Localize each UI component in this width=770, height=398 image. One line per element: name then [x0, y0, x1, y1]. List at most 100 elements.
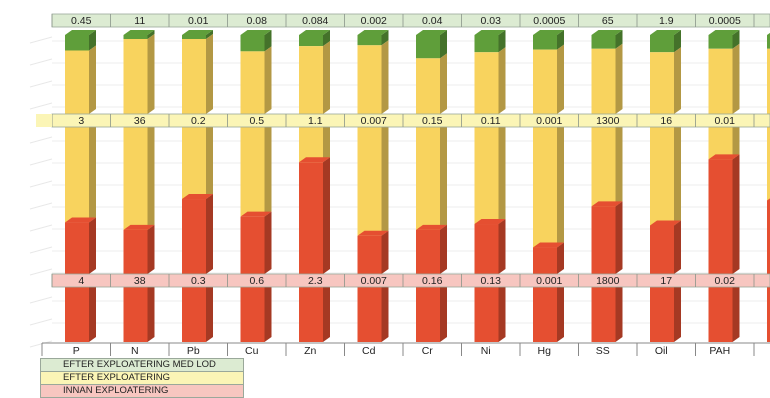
bar-oil-red: [650, 225, 674, 274]
bar-cd-green: [357, 35, 382, 46]
bar-cr-green-side: [440, 30, 447, 59]
gridline-depth: [29, 80, 53, 88]
bar-hg-red-top: [533, 242, 564, 248]
table-cell-value: 0.45: [71, 15, 92, 27]
bar-ni-green-side: [498, 30, 506, 53]
table-cell-value: 0.16: [422, 275, 443, 287]
bar-cu-red-lower-side: [264, 282, 272, 342]
bar-hg-yellow-side: [557, 122, 564, 248]
bar-pb-red-lower: [182, 287, 206, 342]
bar-ss-red-top: [591, 201, 623, 207]
bar-n-green-top: [123, 30, 155, 35]
bar-cr-red-lower: [416, 287, 440, 342]
table-cell-value: 0.007: [361, 275, 387, 287]
bar-pb-green-top: [182, 30, 213, 35]
bar-cd-red-side: [381, 230, 389, 274]
bar-oil-green-top: [650, 30, 681, 35]
bar-cr-green: [416, 35, 440, 59]
table-cell-value: 1800: [596, 275, 620, 287]
bar-cu-yellow: [240, 127, 265, 217]
bar-n-yellow-side: [147, 122, 155, 230]
bar-ss-green-top: [591, 30, 623, 35]
bar-p-red-top: [65, 217, 96, 223]
bar-pb-green: [182, 35, 206, 39]
bar-n-green: [123, 35, 148, 39]
bar-ba-red-top: [767, 198, 770, 201]
bar-ss-yellow-side: [615, 122, 623, 207]
bar-zn-yellow: [299, 127, 323, 163]
bar-ni-green-top: [474, 30, 506, 35]
bar-pah-red-lower-side: [732, 282, 740, 342]
bar-cu-yellow-upper: [240, 51, 265, 114]
bar-p-yellow-upper: [65, 50, 89, 114]
bar-cr-yellow: [416, 127, 440, 230]
bar-oil-red-top: [650, 220, 681, 226]
table-cell-value: 11: [134, 15, 145, 27]
table-cell-value: 1300: [596, 115, 620, 127]
table-cell-value: 0.13: [481, 275, 502, 287]
bar-ba-yellow: [767, 127, 770, 201]
bar-n-yellow: [123, 127, 148, 230]
bar-zn-red-lower-side: [323, 282, 330, 342]
bar-ni-yellow-upper-side: [498, 47, 506, 115]
bar-pah-yellow-upper-side: [732, 43, 740, 114]
bar-ba-green-top: [767, 32, 770, 35]
bar-n-green-side: [147, 30, 155, 39]
gridline-depth: [29, 202, 53, 210]
gridline-depth: [29, 158, 53, 166]
bar-pah-green: [708, 35, 733, 49]
table-cell-value: 1.9: [659, 15, 674, 27]
bar-ni-red: [474, 224, 499, 274]
table-cell-value: 0.6: [249, 275, 264, 287]
x-tick-label: Cd: [362, 345, 376, 357]
legend: EFTER EXPLOATERING MED LOD EFTER EXPLOAT…: [40, 358, 244, 398]
bar-pb-red: [182, 199, 206, 274]
bar-pb-green-side: [206, 30, 213, 39]
bar-cd-green-side: [381, 30, 389, 46]
bar-cu-yellow-side: [264, 122, 272, 217]
bar-pb-yellow-side: [206, 122, 213, 200]
bar-oil-yellow-upper: [650, 52, 674, 114]
bar-p-green-side: [89, 30, 96, 51]
table-cell-value: 1.1: [308, 115, 323, 127]
gridline-depth: [29, 136, 53, 144]
bar-zn-yellow-side: [323, 122, 330, 163]
bar-hg-yellow-upper-side: [557, 44, 564, 115]
bar-oil-green-side: [674, 30, 681, 53]
gridline-depth: [29, 246, 53, 254]
bar-p-red-lower: [65, 287, 89, 342]
table-cell-value: 0.15: [422, 115, 443, 127]
bar-ss-red-side: [615, 201, 623, 274]
bar-cu-green: [240, 35, 265, 52]
bar-ss-red-lower-side: [615, 282, 623, 342]
bar-cr-yellow-side: [440, 122, 447, 230]
bar-cr-red-side: [440, 224, 447, 274]
bar-cu-green-top: [240, 30, 272, 35]
table-cell-value: 0.11: [481, 115, 501, 127]
bar-hg-green: [533, 35, 557, 50]
bar-cu-green-side: [264, 30, 272, 52]
bar-ba-yellow-upper: [767, 48, 770, 114]
bar-oil-red-lower-side: [674, 282, 681, 342]
bar-n-red-lower-side: [147, 282, 155, 342]
bar-zn-yellow-upper-side: [323, 41, 330, 114]
bar-pb-yellow-upper-side: [206, 34, 213, 114]
table-cell-value: 38: [134, 275, 146, 287]
bar-ss-red: [591, 206, 616, 274]
bar-ni-red-lower-side: [498, 282, 506, 342]
bar-hg-green-side: [557, 30, 564, 50]
table-cell-value: 65: [602, 15, 614, 27]
bar-ni-red-top: [474, 219, 506, 225]
table-cell-value: 0.01: [715, 115, 736, 127]
x-tick-label: Hg: [538, 345, 552, 357]
x-tick-label: Zn: [304, 345, 316, 357]
bar-hg-red-lower-side: [557, 282, 564, 342]
bar-cd-red-lower: [357, 287, 382, 342]
bar-pah-red: [708, 159, 733, 274]
bar-p-red-lower-side: [89, 282, 96, 342]
table-cell-value: 0.0005: [533, 15, 565, 27]
bar-ba-red: [767, 200, 770, 274]
bar-ba-red-lower: [767, 287, 770, 342]
bar-cd-yellow-upper-side: [381, 40, 389, 114]
